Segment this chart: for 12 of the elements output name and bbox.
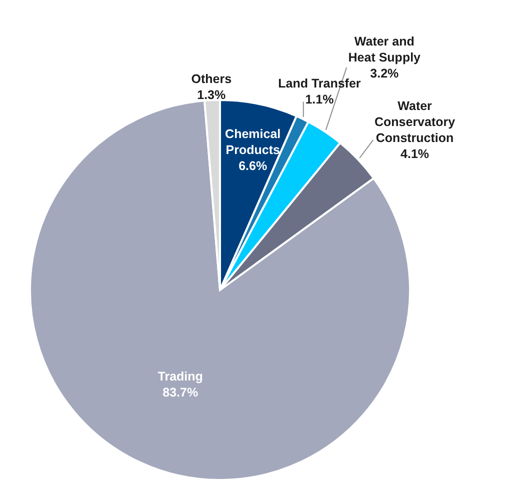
slice-label: Trading [158, 369, 203, 384]
data-label: 3.2% [370, 66, 399, 80]
slice-label: Water and Heat Supply [348, 34, 421, 64]
slice-label: Land Transfer [278, 76, 361, 91]
data-label: 6.6% [238, 158, 268, 173]
slice-label: Others [191, 72, 232, 86]
data-label: 83.7% [162, 385, 198, 400]
data-label: 1.1% [305, 92, 334, 107]
data-label: 4.1% [400, 146, 430, 161]
data-label: 1.3% [197, 88, 226, 102]
slice-label: Water Conservatory Construction [374, 98, 456, 145]
slice-label: Chemical Products [225, 126, 281, 157]
